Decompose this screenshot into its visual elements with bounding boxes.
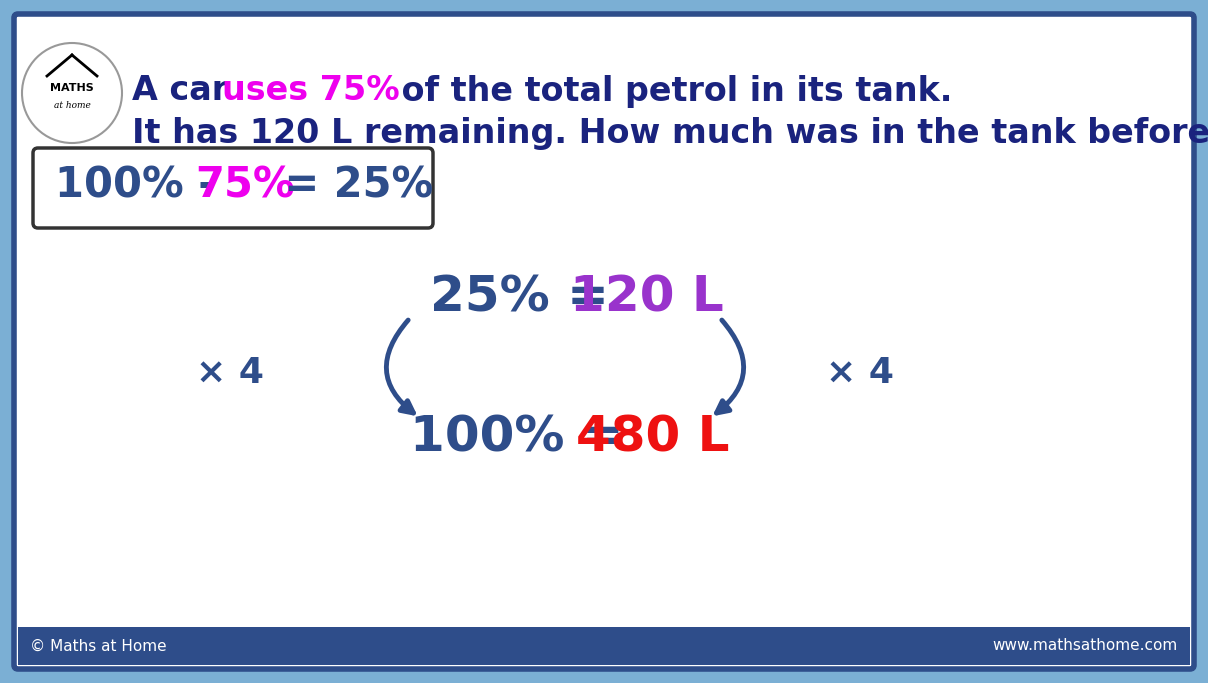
Text: = 25%: = 25% [271, 165, 434, 207]
Text: 25% =: 25% = [430, 274, 626, 322]
Text: 120 L: 120 L [570, 274, 724, 322]
FancyArrowPatch shape [387, 320, 413, 413]
Text: www.mathsathome.com: www.mathsathome.com [993, 639, 1178, 654]
Text: © Maths at Home: © Maths at Home [30, 639, 167, 654]
Text: × 4: × 4 [826, 356, 894, 390]
Text: A car: A car [132, 74, 239, 107]
FancyBboxPatch shape [14, 14, 1194, 669]
Text: It has 120 L remaining. How much was in the tank before?: It has 120 L remaining. How much was in … [132, 117, 1208, 150]
Text: MATHS: MATHS [50, 83, 94, 93]
Text: 480 L: 480 L [576, 414, 730, 462]
Text: 75%: 75% [194, 165, 295, 207]
Text: uses 75%: uses 75% [222, 74, 400, 107]
Text: 100% -: 100% - [56, 165, 230, 207]
FancyBboxPatch shape [33, 148, 432, 228]
Text: at home: at home [53, 100, 91, 109]
Bar [18, 627, 1190, 665]
Text: × 4: × 4 [196, 356, 265, 390]
FancyArrowPatch shape [716, 320, 744, 413]
Text: of the total petrol in its tank.: of the total petrol in its tank. [390, 74, 952, 107]
Text: 100% =: 100% = [410, 414, 641, 462]
Circle shape [22, 43, 122, 143]
